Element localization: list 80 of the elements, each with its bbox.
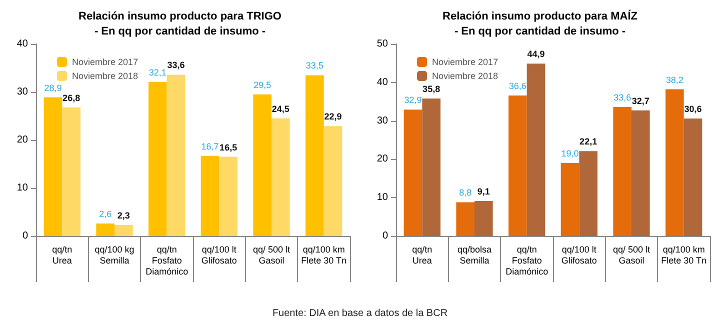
source-note: Fuente: DIA en base a datos de la BCR (271, 308, 449, 319)
bar (96, 224, 114, 236)
bar (148, 82, 167, 236)
data-label: 9,1 (477, 186, 490, 197)
bar (324, 126, 342, 236)
x-tick-label: qq/tn Fosfato Diamónico (506, 244, 548, 276)
chart-title: Relación insumo producto para TRIGO (78, 10, 282, 22)
x-tick-label: qq/ 500 lt Gasoil (612, 244, 651, 266)
data-label: 28,9 (44, 82, 62, 93)
y-tick-label: 30 (376, 115, 388, 126)
x-tick-label: qq/tn Urea (52, 244, 72, 266)
x-tick-label: qq/ 500 lt Gasoil (252, 244, 291, 266)
x-tick-label: qq/100 lt Glifosato (201, 244, 237, 266)
bar (666, 89, 684, 236)
bar (456, 202, 474, 236)
data-label: 35,8 (422, 84, 440, 94)
x-tick-label: qq/100 kg Semilla (94, 244, 134, 266)
y-tick-label: 10 (376, 192, 388, 204)
legend-label: Noviembre 2018 (432, 71, 498, 81)
data-label: 32,9 (404, 95, 422, 106)
data-label: 29,5 (254, 80, 272, 90)
x-tick-label: qq/100 lt Glifosato (561, 244, 597, 266)
data-label: 32,1 (148, 67, 166, 78)
bar (62, 107, 80, 236)
legend-label: Noviembre 2017 (432, 57, 498, 67)
data-label: 19,0 (561, 148, 579, 159)
y-tick-label: 40 (16, 38, 28, 50)
data-label: 16,5 (220, 142, 238, 152)
y-tick-label: 50 (376, 38, 388, 50)
legend-label: Noviembre 2018 (72, 71, 138, 81)
chart-subtitle: - En qq por cantidad de insumo - (454, 26, 626, 38)
y-tick-label: 30 (16, 86, 28, 98)
x-tick-label: qq/tn Fosfato Diamónico (146, 244, 188, 276)
bar (253, 94, 272, 236)
y-tick-label: 20 (376, 154, 388, 165)
bar (474, 201, 493, 236)
data-label: 44,9 (527, 49, 545, 60)
bar (200, 156, 220, 236)
bar (404, 110, 422, 236)
bar (613, 106, 632, 236)
x-tick-label: qq/tn Urea (412, 244, 432, 266)
legend-label: Noviembre 2017 (72, 57, 138, 67)
chart-title: Relación insumo producto para MAÍZ (442, 10, 638, 22)
bar (306, 75, 324, 236)
data-label: 26,8 (62, 92, 80, 103)
bar (422, 98, 440, 236)
bar (166, 74, 186, 236)
bar (684, 118, 702, 236)
data-label: 16,7 (201, 141, 219, 152)
data-label: 32,7 (632, 96, 650, 106)
bar (114, 224, 133, 236)
bar (632, 110, 650, 236)
data-label: 33,6 (614, 92, 632, 102)
y-tick-label: 0 (22, 230, 28, 242)
y-tick-label: 20 (16, 134, 28, 146)
data-label: 33,5 (306, 60, 324, 71)
bar (272, 118, 290, 236)
y-tick-label: 10 (16, 182, 28, 194)
y-tick-label: 40 (376, 76, 388, 88)
y-tick-label: 0 (382, 230, 388, 242)
bar (560, 163, 580, 236)
data-label: 24,5 (272, 104, 290, 114)
bar (44, 97, 62, 236)
data-label: 36,6 (508, 80, 526, 91)
data-label: 38,2 (666, 74, 684, 85)
data-label: 33,6 (167, 60, 185, 70)
x-tick-label: qq/100 km Flete 30 Tn (301, 244, 347, 266)
chart-subtitle: - En qq por cantidad de insumo - (94, 26, 266, 38)
bar (219, 156, 238, 236)
data-label: 8,8 (459, 188, 472, 198)
bar (508, 95, 527, 236)
data-label: 30,6 (684, 104, 702, 114)
data-label: 22,1 (580, 136, 598, 147)
bar (579, 151, 598, 236)
data-label: 22,9 (324, 112, 342, 122)
x-tick-label: qq/100 km Flete 30 Tn (661, 244, 707, 266)
data-label: 2,6 (99, 209, 112, 220)
x-tick-label: qq/bolsa Semilla (457, 244, 492, 266)
bar (526, 64, 546, 236)
data-label: 2,3 (117, 210, 130, 220)
